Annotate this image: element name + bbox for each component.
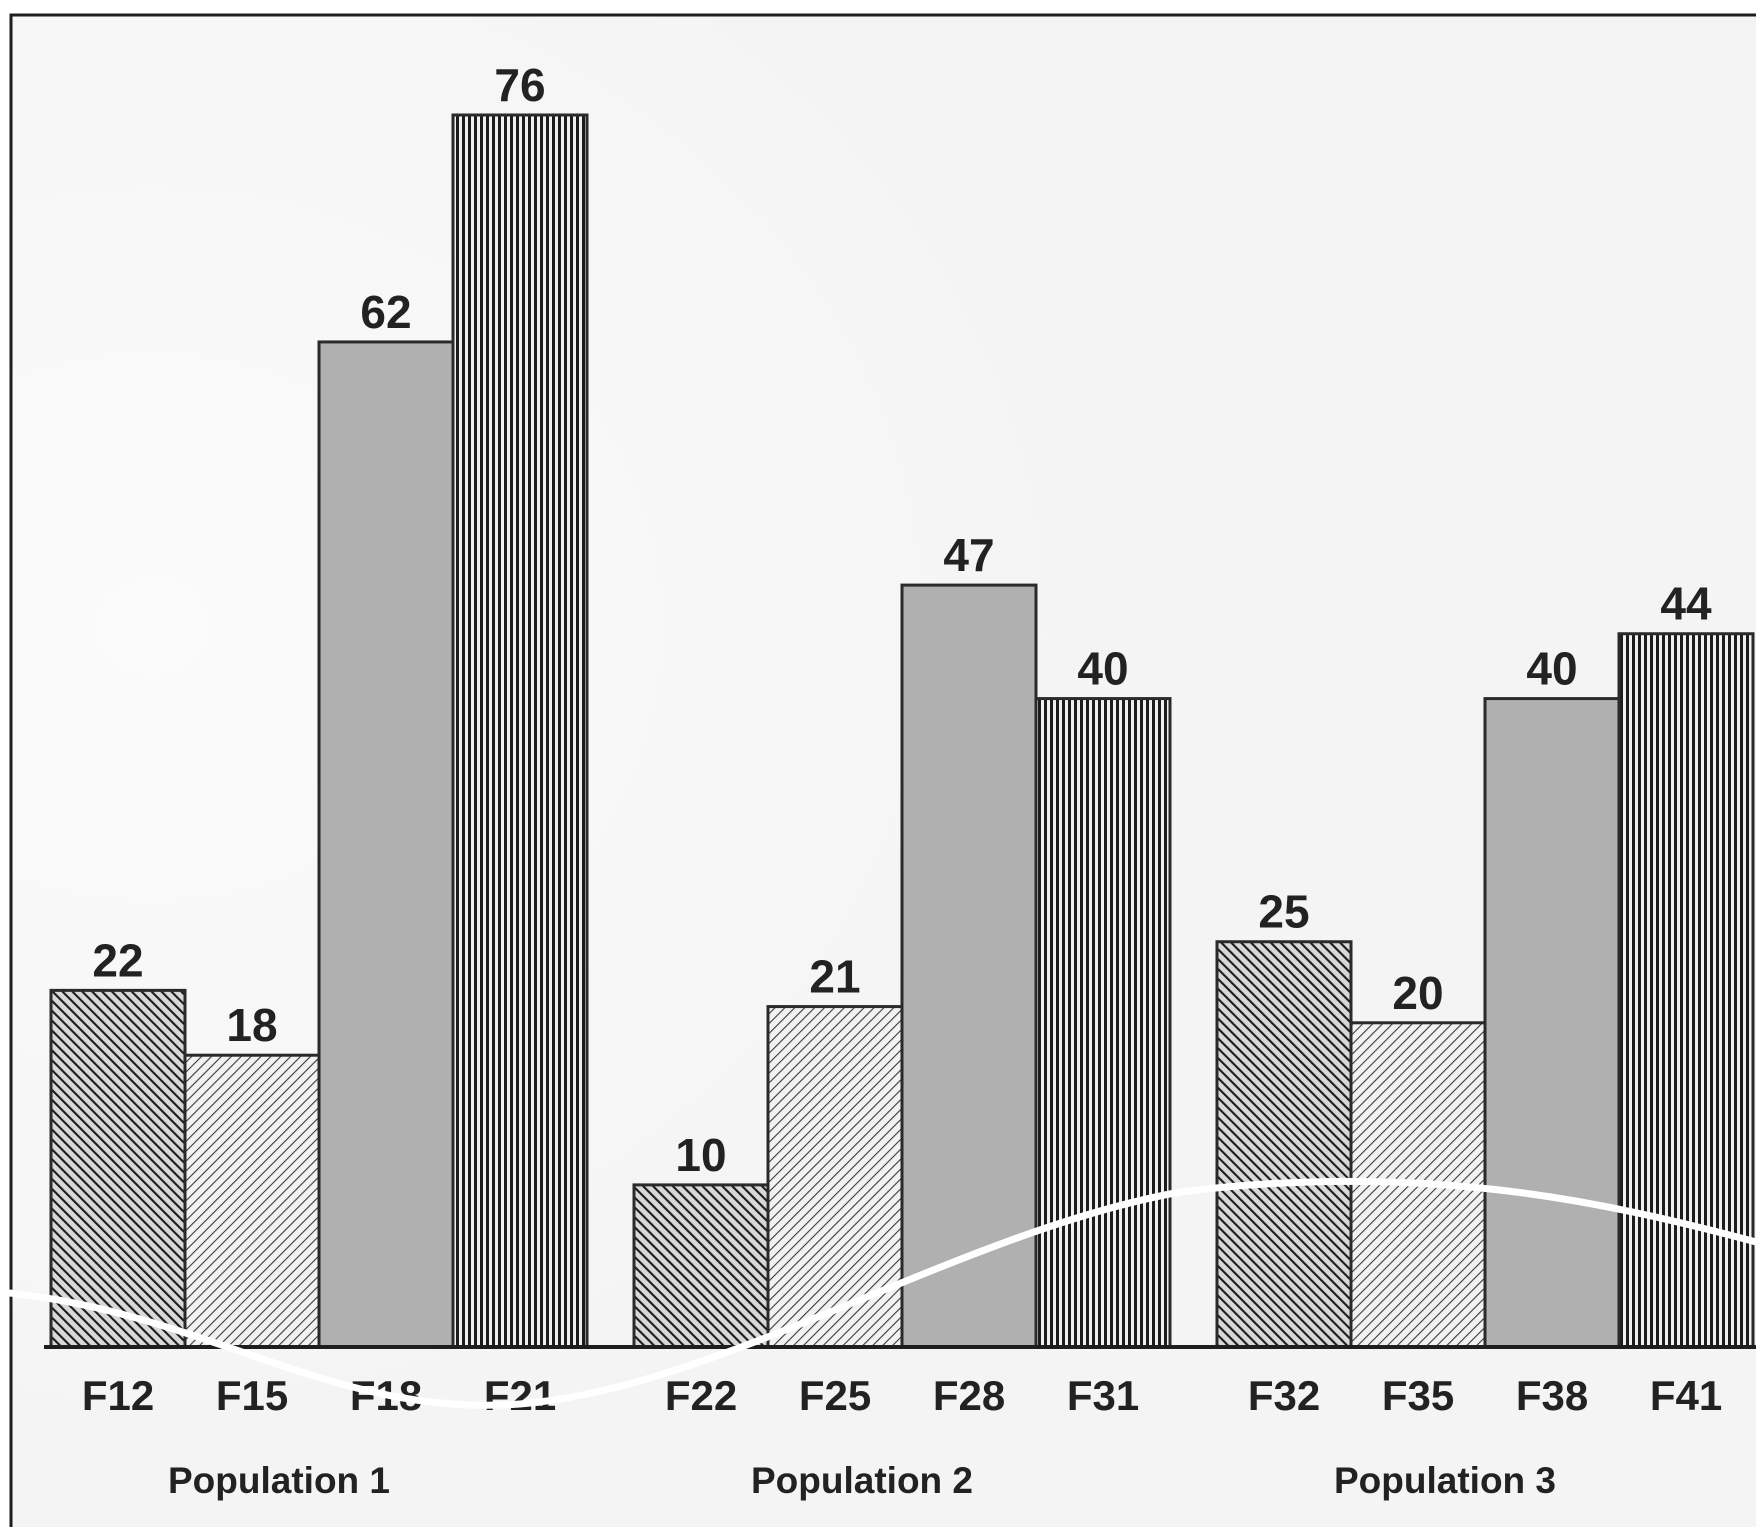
x-tick-label-f28: F28: [933, 1372, 1005, 1419]
x-tick-label-f21: F21: [484, 1372, 556, 1419]
x-tick-label-f22: F22: [665, 1372, 737, 1419]
bars-layer: [49, 113, 1755, 1349]
value-label-f15: 18: [226, 999, 277, 1051]
x-tick-label-f12: F12: [82, 1372, 154, 1419]
bar-f41: [1617, 632, 1755, 1349]
x-tick-label-f15: F15: [216, 1372, 288, 1419]
bar-f22: [632, 1183, 770, 1349]
group-label-population-3: Population 3: [1334, 1460, 1556, 1501]
value-label-f12: 22: [92, 934, 143, 986]
bar-f31: [1034, 697, 1172, 1349]
bar-f12: [49, 988, 187, 1349]
x-tick-label-f25: F25: [799, 1372, 871, 1419]
value-label-f22: 10: [675, 1129, 726, 1181]
tick-labels-layer: F12 F15 F18 F21 F22 F25 F28 F31 F32 F35 F38 F41: [82, 1372, 1722, 1419]
x-tick-label-f41: F41: [1650, 1372, 1722, 1419]
x-tick-label-f35: F35: [1382, 1372, 1454, 1419]
bar-f15: [183, 1053, 321, 1349]
value-label-f32: 25: [1258, 886, 1309, 938]
bar-f32: [1215, 940, 1353, 1349]
value-label-f21: 76: [494, 59, 545, 111]
value-label-f25: 21: [809, 951, 860, 1003]
bar-f38: [1483, 697, 1621, 1349]
group-labels-layer: Population 1 Population 2 Population 3: [168, 1460, 1556, 1501]
value-label-f18: 62: [360, 286, 411, 338]
value-label-f41: 44: [1660, 578, 1712, 630]
group-label-population-1: Population 1: [168, 1460, 390, 1501]
value-label-f35: 20: [1392, 967, 1443, 1019]
bar-f18: [317, 340, 455, 1349]
value-labels-layer: 22 18 62 76 10 21 47 40 25 20 40 44: [92, 59, 1712, 1181]
group-label-population-2: Population 2: [751, 1460, 973, 1501]
x-tick-label-f32: F32: [1248, 1372, 1320, 1419]
value-label-f31: 40: [1077, 643, 1128, 695]
value-label-f28: 47: [943, 529, 994, 581]
scan-artifact-curve: [0, 1177, 1756, 1409]
bar-f25: [766, 1005, 904, 1349]
bar-f28: [900, 583, 1038, 1349]
x-tick-label-f38: F38: [1516, 1372, 1588, 1419]
bar-f21: [451, 113, 589, 1349]
x-tick-label-f31: F31: [1067, 1372, 1139, 1419]
value-label-f38: 40: [1526, 643, 1577, 695]
